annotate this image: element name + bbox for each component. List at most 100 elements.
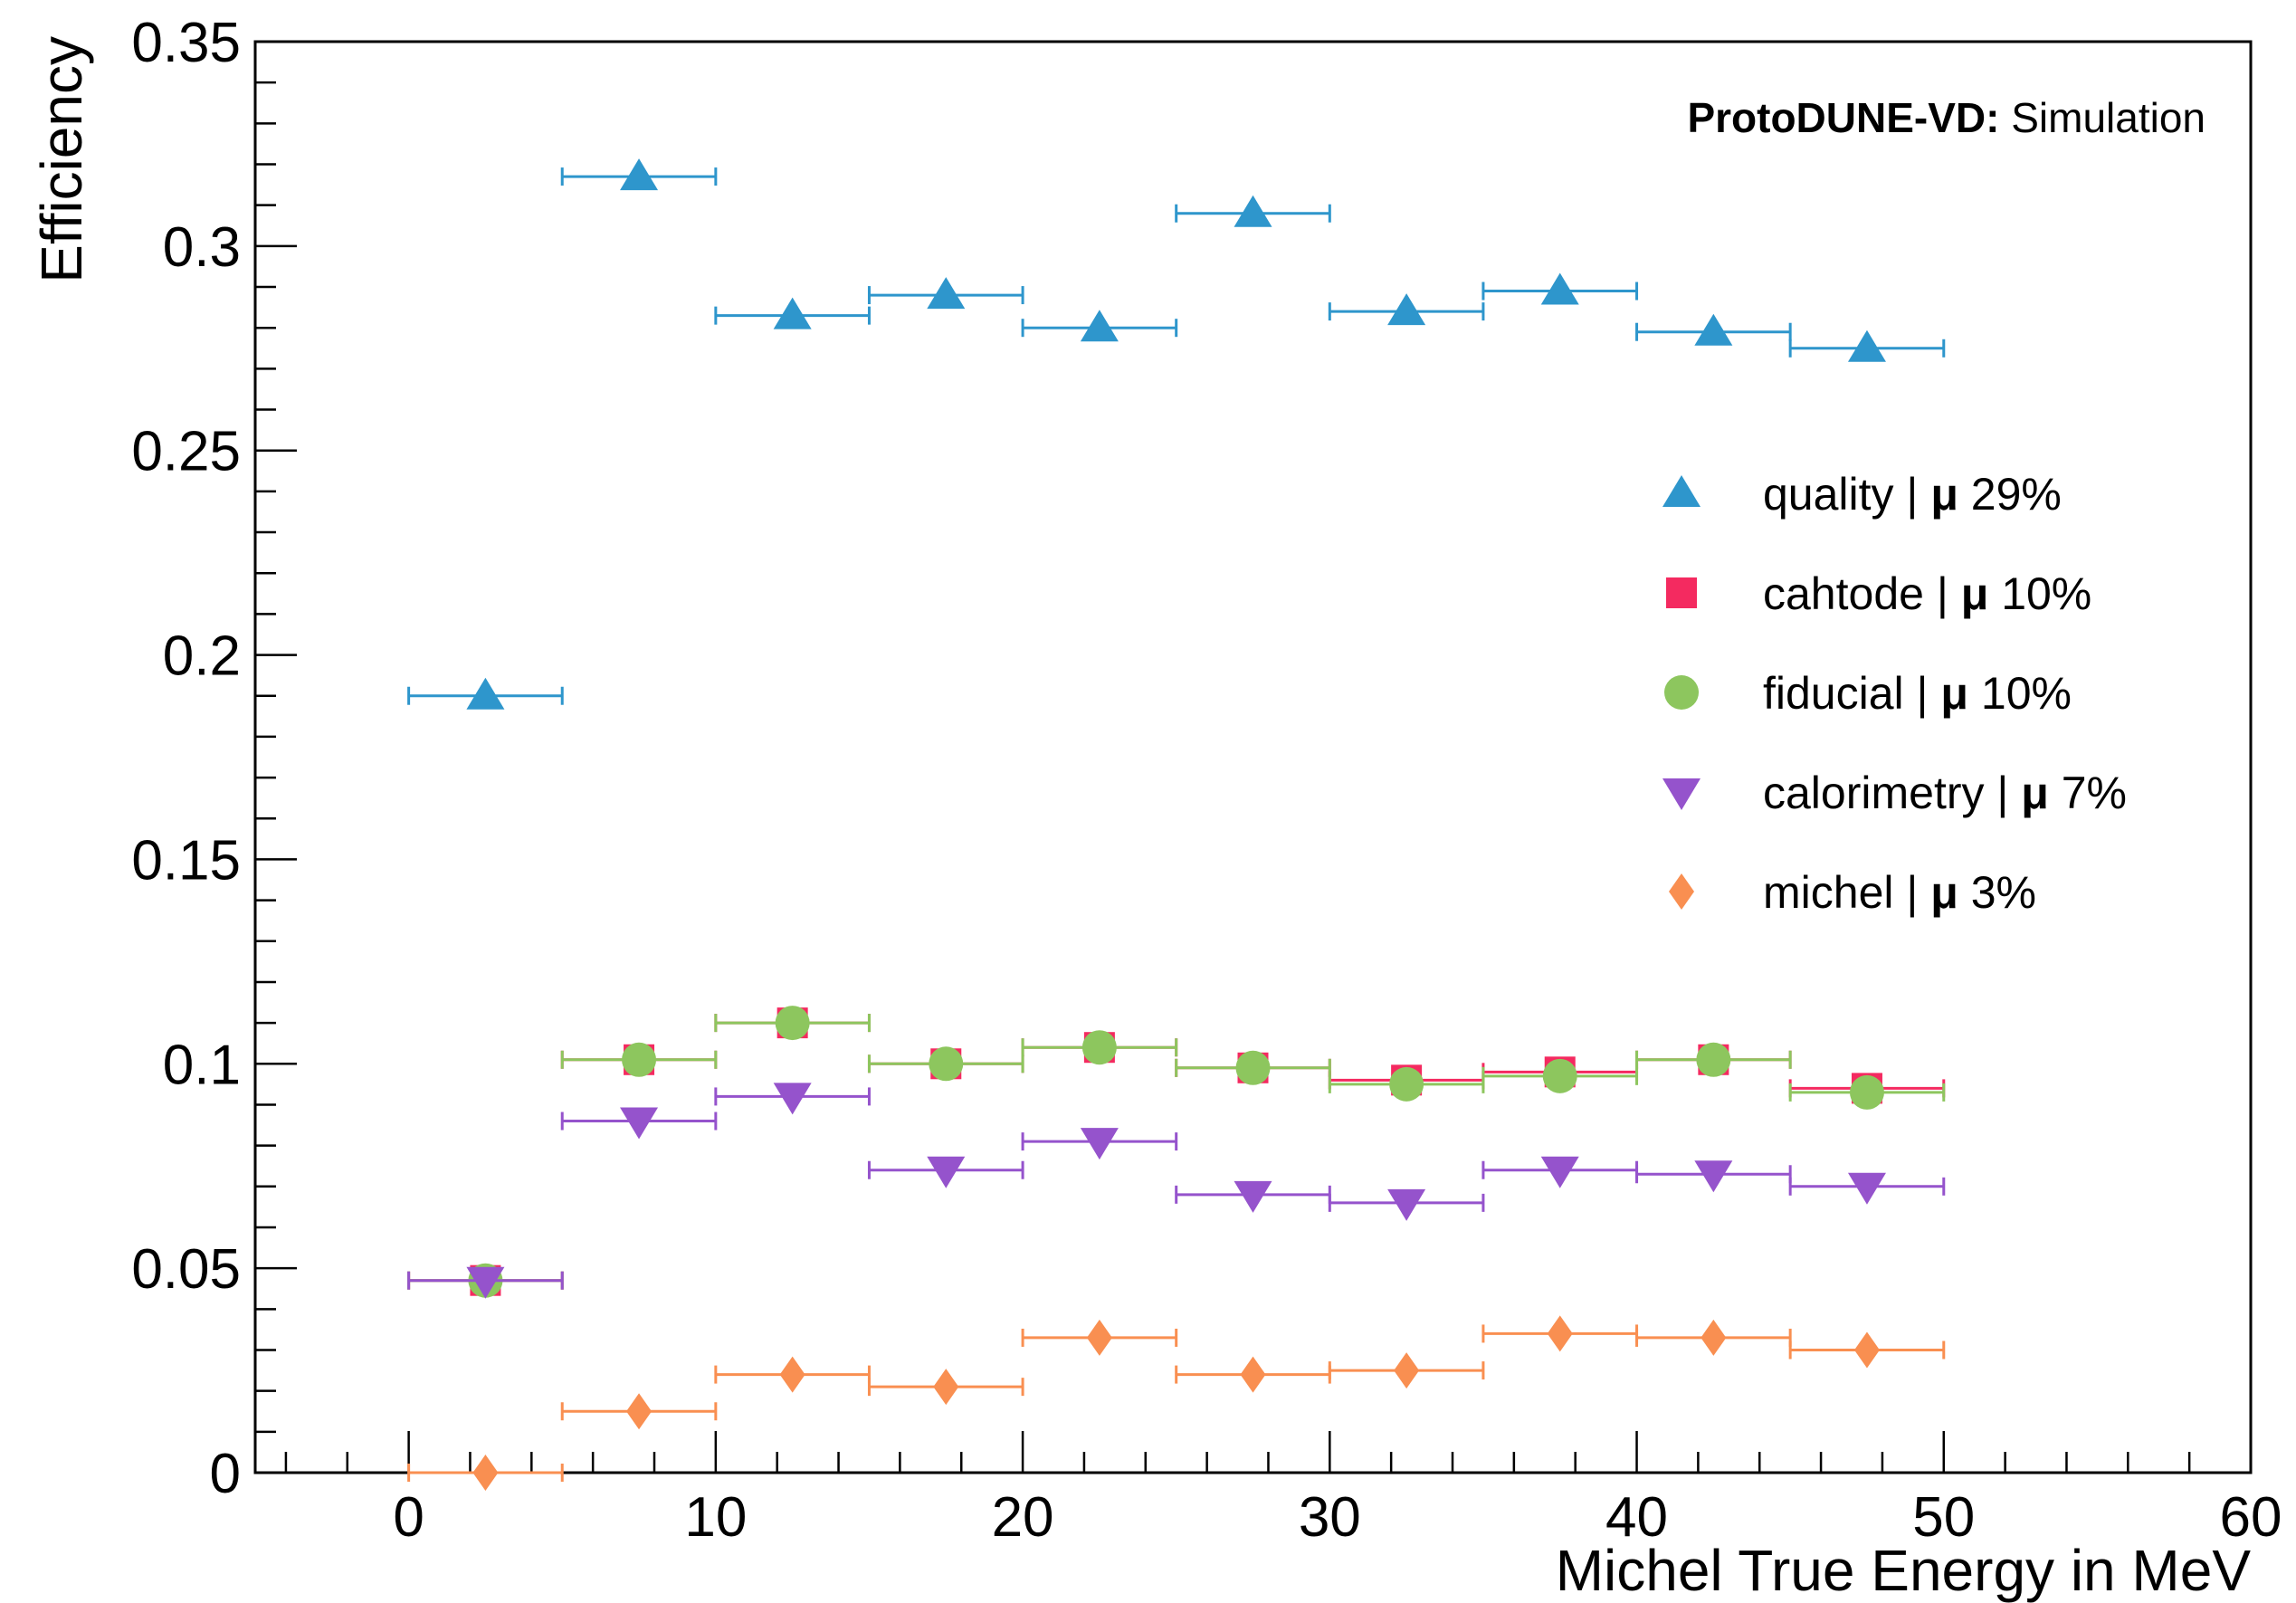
- michel-marker: [1394, 1352, 1420, 1389]
- plot-frame: [253, 40, 2253, 1474]
- data-point: [1788, 1331, 1946, 1369]
- calorimetry-marker: [1080, 1128, 1119, 1160]
- calorimetry-marker: [466, 1266, 505, 1299]
- y-tick-label: 0.1: [163, 1034, 241, 1096]
- x-tick-label: 40: [1605, 1486, 1668, 1549]
- data-point: [867, 1046, 1024, 1082]
- calorimetry-marker: [620, 1107, 659, 1140]
- calorimetry-marker: [927, 1156, 966, 1188]
- data-point: [1788, 1172, 1946, 1205]
- legend-entry-fiducial: fiducial | μ 10%: [1664, 668, 2072, 719]
- quality-marker: [1847, 329, 1886, 362]
- data-point: [1021, 1128, 1178, 1160]
- legend-label: quality | μ 29%: [1763, 469, 2062, 520]
- y-tick-label: 0.2: [163, 625, 241, 688]
- michel-marker: [1086, 1319, 1112, 1356]
- calorimetry-marker: [1387, 1188, 1426, 1221]
- calorimetry-marker: [773, 1083, 812, 1115]
- data-point: [407, 1266, 564, 1299]
- data-point: [1481, 1315, 1639, 1352]
- michel-marker: [1853, 1331, 1880, 1369]
- quality-marker: [1234, 195, 1272, 227]
- data-point: [1635, 1042, 1792, 1077]
- legend-label: cahtode | μ 10%: [1763, 568, 2091, 619]
- michel-marker: [626, 1393, 653, 1430]
- fiducial-marker: [1542, 1058, 1577, 1093]
- data-point: [714, 1083, 871, 1115]
- x-tick-label: 0: [393, 1486, 424, 1549]
- quality-marker: [1080, 310, 1119, 342]
- data-point: [1328, 1352, 1485, 1389]
- legend: quality | μ 29% cahtode | μ 10% fiducial |…: [1662, 469, 2127, 918]
- fiducial-marker: [1389, 1066, 1424, 1102]
- michel-marker: [933, 1369, 959, 1406]
- data-point: [867, 1369, 1024, 1406]
- legend-calorimetry-marker: [1662, 778, 1701, 810]
- data-point: [1021, 1030, 1178, 1065]
- x-tick-label: 50: [1912, 1486, 1975, 1549]
- data-point: [1788, 1074, 1946, 1110]
- quality-marker: [620, 158, 659, 191]
- legend-label: michel | μ 3%: [1763, 867, 2036, 918]
- data-point: [1481, 1058, 1639, 1093]
- data-point: [560, 1042, 718, 1077]
- calorimetry-marker: [1847, 1172, 1886, 1205]
- data-point: [1021, 1319, 1178, 1356]
- quality-marker: [1694, 313, 1733, 346]
- y-tick-label: 0.25: [131, 421, 241, 483]
- data-point: [714, 297, 871, 329]
- data-point: [560, 1107, 718, 1140]
- legend-michel-marker: [1669, 873, 1694, 910]
- data-series: [407, 158, 1946, 1491]
- michel-marker: [1701, 1319, 1727, 1356]
- fiducial-marker: [775, 1006, 810, 1041]
- annotation-normal: Simulation: [1999, 94, 2205, 141]
- fiducial-marker: [1081, 1030, 1117, 1065]
- michel-marker: [1547, 1315, 1573, 1352]
- legend-label: fiducial | μ 10%: [1763, 668, 2072, 719]
- data-point: [1175, 195, 1331, 227]
- x-tick-label: 20: [992, 1486, 1054, 1549]
- legend-label: calorimetry | μ 7%: [1763, 768, 2127, 818]
- y-tick-label: 0.05: [131, 1238, 241, 1301]
- data-point: [867, 277, 1024, 310]
- data-point: [1175, 1050, 1331, 1085]
- calorimetry-marker: [1540, 1156, 1579, 1188]
- data-point: [1328, 1066, 1485, 1102]
- legend-fiducial-marker: [1664, 675, 1699, 710]
- quality-marker: [1387, 293, 1426, 326]
- data-point: [1788, 329, 1946, 362]
- x-axis-label: Michel True Energy in MeV: [1556, 1538, 2252, 1603]
- data-point: [714, 1356, 871, 1393]
- fiducial-marker: [1849, 1074, 1884, 1110]
- legend-cahtode-marker: [1666, 577, 1697, 608]
- y-axis-label: Efficiency: [29, 36, 94, 283]
- data-point: [560, 158, 718, 191]
- data-point: [1481, 272, 1639, 305]
- x-tick-label: 10: [684, 1486, 747, 1549]
- fiducial-marker: [1235, 1050, 1271, 1085]
- data-point: [1021, 310, 1178, 342]
- data-point: [1635, 313, 1792, 346]
- data-point: [407, 677, 564, 710]
- data-point: [407, 1455, 564, 1491]
- series-calorimetry: [407, 1083, 1946, 1299]
- legend-entry-cahtode: cahtode | μ 10%: [1666, 568, 2091, 619]
- y-tick-label: 0.3: [163, 216, 241, 279]
- annotation-bold: ProtoDUNE-VD:: [1687, 94, 1999, 141]
- y-tick-label: 0.15: [131, 829, 241, 892]
- fiducial-marker: [1696, 1042, 1731, 1077]
- data-point: [560, 1393, 718, 1430]
- quality-marker: [1540, 272, 1579, 305]
- legend-quality-marker: [1662, 475, 1701, 507]
- axis-ticks: [255, 40, 2253, 1474]
- data-point: [1328, 293, 1485, 326]
- quality-marker: [927, 277, 966, 310]
- series-michel: [407, 1315, 1946, 1491]
- data-point: [1635, 1319, 1792, 1356]
- legend-entry-calorimetry: calorimetry | μ 7%: [1662, 768, 2127, 818]
- y-tick-label: 0: [210, 1443, 241, 1505]
- y-tick-label: 0.35: [131, 12, 241, 74]
